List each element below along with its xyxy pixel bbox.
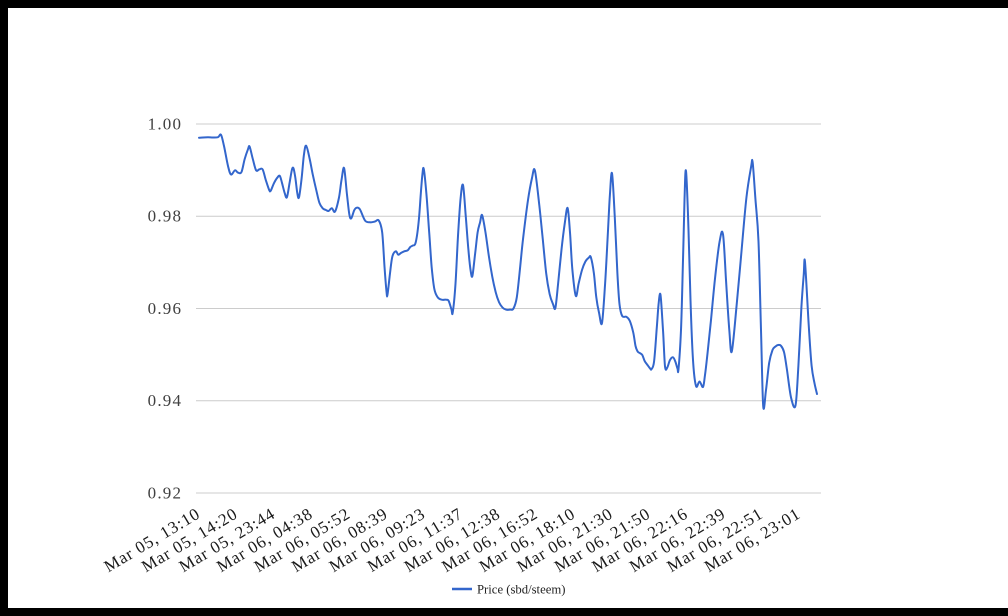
svg-text:0.96: 0.96 [148,299,183,318]
svg-text:0.98: 0.98 [148,207,183,226]
svg-text:0.92: 0.92 [148,483,183,502]
svg-text:Price (sbd/steem): Price (sbd/steem) [477,583,565,597]
svg-text:1.00: 1.00 [148,114,183,133]
svg-text:0.94: 0.94 [148,391,183,410]
